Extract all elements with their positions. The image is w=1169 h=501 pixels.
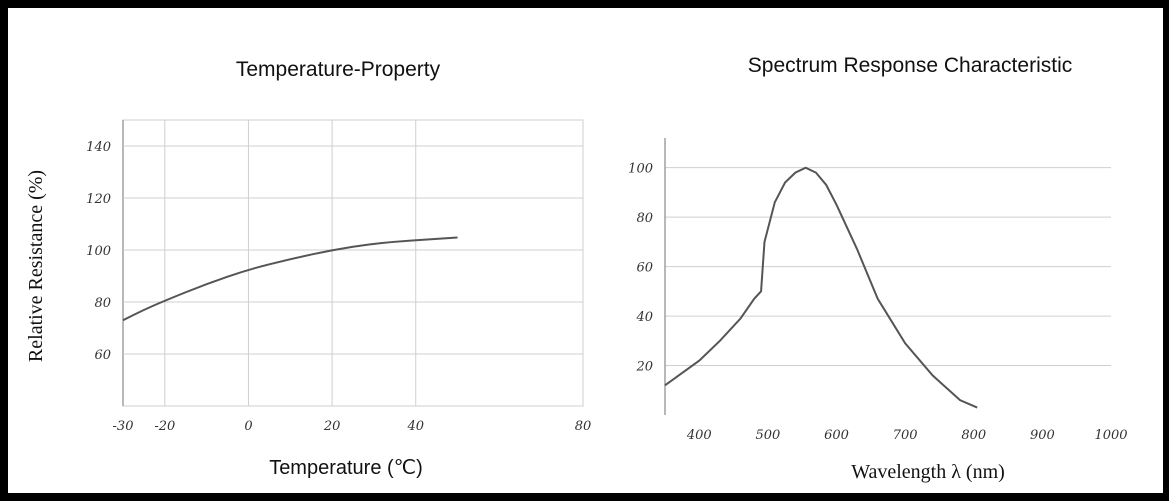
right-tick-labels: 20 40 60 80 100 400 500 600 700 800 900 1000 xyxy=(628,162,1127,443)
right-series-line xyxy=(664,166,978,409)
right-x-tick-label: 800 xyxy=(961,428,986,443)
right-y-tick-label: 80 xyxy=(636,211,653,226)
left-y-tick-label: 100 xyxy=(86,244,111,259)
left-x-tick-label: 40 xyxy=(406,419,424,434)
right-x-tick-label: 500 xyxy=(756,428,781,443)
right-x-tick-label: 900 xyxy=(1030,428,1055,443)
left-x-axis-label: Temperature (℃) xyxy=(269,457,423,479)
left-y-axis-label: Relative Resistance (%) xyxy=(25,170,47,362)
left-x-tick-label: 20 xyxy=(323,419,341,434)
left-x-tick-label: -20 xyxy=(154,419,175,434)
left-grid xyxy=(122,119,584,407)
left-tick-labels: 60 80 100 120 140 -30 -20 0 20 40 80 xyxy=(86,140,591,434)
left-chart-title: Temperature-Property xyxy=(236,58,441,81)
left-series-line xyxy=(122,236,458,322)
left-x-tick-label: 80 xyxy=(575,419,592,434)
left-x-tick-label: -30 xyxy=(113,419,134,434)
right-y-tick-label: 100 xyxy=(628,162,653,177)
left-x-tick-label: 0 xyxy=(244,419,252,434)
right-x-tick-label: 1000 xyxy=(1094,428,1127,443)
right-y-tick-label: 60 xyxy=(636,261,653,276)
right-x-tick-label: 700 xyxy=(893,428,918,443)
left-y-tick-label: 120 xyxy=(86,192,111,207)
right-y-tick-label: 20 xyxy=(635,360,653,375)
spectrum-response-chart: Spectrum Response Characteristic 20 40 60 8… xyxy=(628,54,1127,483)
right-x-tick-label: 400 xyxy=(686,428,712,443)
temperature-property-chart: Temperature-Property 60 80 100 120 140 -30 -20… xyxy=(25,58,591,479)
right-grid xyxy=(664,138,1111,415)
left-y-tick-label: 80 xyxy=(94,296,111,311)
left-y-tick-label: 60 xyxy=(94,348,111,363)
figure-frame: Temperature-Property 60 80 100 120 140 -30 -20… xyxy=(8,8,1163,493)
right-y-tick-label: 40 xyxy=(635,310,653,325)
right-x-axis-label: Wavelength λ (nm) xyxy=(851,461,1005,483)
right-chart-title: Spectrum Response Characteristic xyxy=(748,54,1072,77)
right-x-tick-label: 600 xyxy=(824,428,849,443)
left-plot-frame xyxy=(122,119,584,407)
charts-figure: Temperature-Property 60 80 100 120 140 -30 -20… xyxy=(25,54,1128,483)
left-y-tick-label: 140 xyxy=(86,140,111,155)
